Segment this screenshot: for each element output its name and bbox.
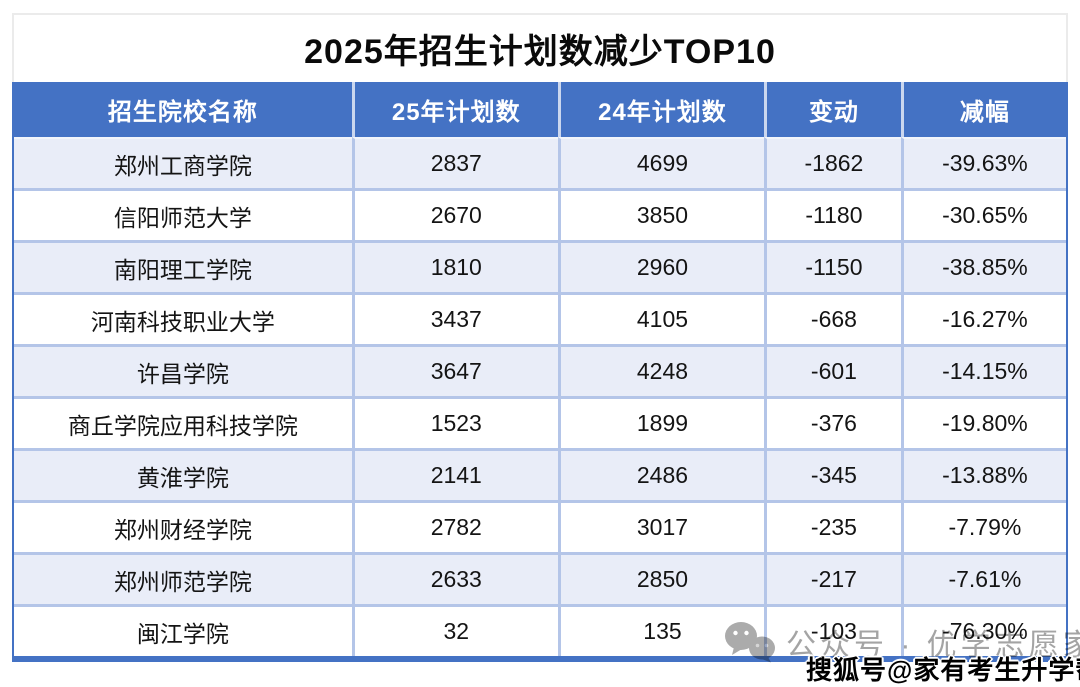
- column-header-4: 变动: [764, 82, 901, 137]
- table-panel: 2025年招生计划数减少TOP10 招生院校名称 25年计划数 24年计划数 变动 减幅…: [12, 13, 1068, 662]
- column-header-5: 减幅: [900, 82, 1066, 137]
- cell: -1862: [764, 137, 901, 188]
- table-row: 信阳师范大学 2670 3850 -1180 -30.65%: [14, 188, 1066, 240]
- cell: -7.79%: [900, 500, 1066, 552]
- cell: -39.63%: [900, 137, 1066, 188]
- table-row: 郑州师范学院 2633 2850 -217 -7.61%: [14, 552, 1066, 604]
- table-row: 许昌学院 3647 4248 -601 -14.15%: [14, 344, 1066, 396]
- cell: 3850: [557, 188, 765, 240]
- cell: 河南科技职业大学: [14, 292, 352, 344]
- cell: 4699: [557, 137, 765, 188]
- sohu-watermark-text: 搜狐号@家有考生升学帮: [806, 655, 1080, 685]
- column-header-1: 招生院校名称: [14, 82, 352, 137]
- column-header-3: 24年计划数: [557, 82, 765, 137]
- cell: 3647: [351, 344, 558, 396]
- cell: 2837: [351, 137, 558, 188]
- cell: -16.27%: [900, 292, 1066, 344]
- table-row: 黄淮学院 2141 2486 -345 -13.88%: [14, 448, 1066, 500]
- column-header-2: 25年计划数: [351, 82, 558, 137]
- cell: 3017: [557, 500, 765, 552]
- cell: 2670: [351, 188, 558, 240]
- cell: -376: [764, 396, 901, 448]
- cell: 信阳师范大学: [14, 188, 352, 240]
- table-row: 闽江学院 32 135 -103 -76.30%: [14, 604, 1066, 656]
- cell: -38.85%: [900, 240, 1066, 292]
- cell: -345: [764, 448, 901, 500]
- cell: -19.80%: [900, 396, 1066, 448]
- table-row: 商丘学院应用科技学院 1523 1899 -376 -19.80%: [14, 396, 1066, 448]
- cell: 商丘学院应用科技学院: [14, 396, 352, 448]
- cell: 闽江学院: [14, 604, 352, 656]
- cell: 黄淮学院: [14, 448, 352, 500]
- cell: -14.15%: [900, 344, 1066, 396]
- cell: 1899: [557, 396, 765, 448]
- cell: -1180: [764, 188, 901, 240]
- cell: -1150: [764, 240, 901, 292]
- cell: -217: [764, 552, 901, 604]
- cell: 2633: [351, 552, 558, 604]
- cell: 南阳理工学院: [14, 240, 352, 292]
- cell: -601: [764, 344, 901, 396]
- table-row: 郑州财经学院 2782 3017 -235 -7.79%: [14, 500, 1066, 552]
- cell: 1523: [351, 396, 558, 448]
- table-row: 郑州工商学院 2837 4699 -1862 -39.63%: [14, 137, 1066, 188]
- cell: 2141: [351, 448, 558, 500]
- cell: 2960: [557, 240, 765, 292]
- cell: -30.65%: [900, 188, 1066, 240]
- table-row: 南阳理工学院 1810 2960 -1150 -38.85%: [14, 240, 1066, 292]
- cell: -235: [764, 500, 901, 552]
- cell: 郑州财经学院: [14, 500, 352, 552]
- cell: 2486: [557, 448, 765, 500]
- cell: 3437: [351, 292, 558, 344]
- cell: 许昌学院: [14, 344, 352, 396]
- cell: 135: [557, 604, 765, 656]
- cell: 郑州工商学院: [14, 137, 352, 188]
- cell: 32: [351, 604, 558, 656]
- cell: -668: [764, 292, 901, 344]
- data-table: 招生院校名称 25年计划数 24年计划数 变动 减幅 郑州工商学院 2837 4699 -18…: [12, 82, 1068, 662]
- cell: 郑州师范学院: [14, 552, 352, 604]
- cell: 1810: [351, 240, 558, 292]
- header-row: 招生院校名称 25年计划数 24年计划数 变动 减幅: [14, 82, 1066, 137]
- cell: 4248: [557, 344, 765, 396]
- cell: -13.88%: [900, 448, 1066, 500]
- page-title: 2025年招生计划数减少TOP10: [12, 13, 1068, 82]
- cell: -76.30%: [900, 604, 1066, 656]
- cell: 4105: [557, 292, 765, 344]
- cell: 2782: [351, 500, 558, 552]
- cell: -103: [764, 604, 901, 656]
- cell: 2850: [557, 552, 765, 604]
- cell: -7.61%: [900, 552, 1066, 604]
- table-row: 河南科技职业大学 3437 4105 -668 -16.27%: [14, 292, 1066, 344]
